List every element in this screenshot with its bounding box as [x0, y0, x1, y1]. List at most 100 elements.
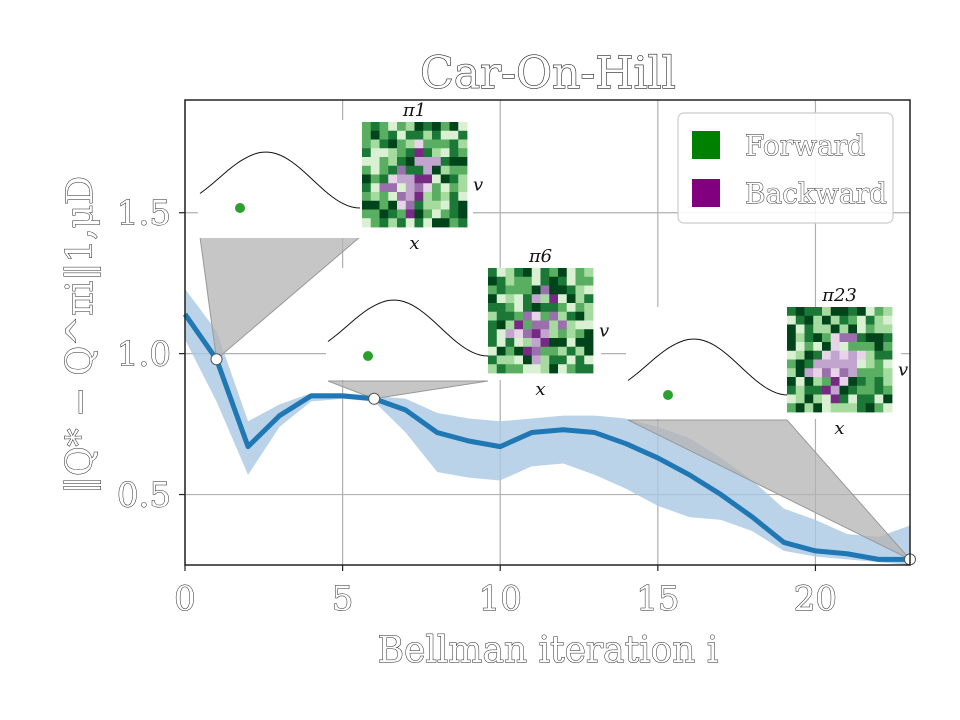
heatmap-cell — [787, 342, 797, 352]
heatmap-cell — [839, 350, 849, 360]
heatmap-cell — [813, 333, 823, 343]
heatmap-cell — [575, 320, 585, 330]
heatmap-cell — [440, 192, 450, 202]
heatmap-cell — [787, 385, 797, 395]
inset-3: π23 x v — [626, 285, 908, 439]
heatmap-cell — [531, 346, 541, 356]
heatmap-cell — [458, 130, 468, 140]
heatmap-cell — [540, 329, 550, 339]
heatmap-cell — [830, 368, 840, 378]
heatmap-cell — [531, 320, 541, 330]
heatmap-cell — [813, 377, 823, 387]
heatmap-cell — [584, 338, 594, 348]
heatmap-cell — [830, 307, 840, 317]
heatmap-cell — [496, 364, 506, 374]
confidence-band — [185, 288, 910, 565]
legend-swatch-0 — [692, 131, 720, 159]
heatmap-cell — [584, 294, 594, 304]
policy-insets: π1 x v π6 x v π23 x v — [198, 100, 908, 439]
heatmap-cell — [575, 346, 585, 356]
heatmap-cell — [787, 324, 797, 334]
heatmap-cell — [575, 268, 585, 278]
heatmap-cell — [370, 148, 380, 158]
heatmap-cell — [388, 165, 398, 175]
car-marker — [235, 203, 245, 213]
heatmap-cell — [804, 315, 814, 325]
heatmap-cell — [523, 364, 533, 374]
heatmap-cell — [787, 359, 797, 369]
heatmap-cell — [505, 338, 515, 348]
heatmap-cell — [397, 183, 407, 193]
heatmap-cell — [523, 320, 533, 330]
heatmap-cell — [370, 130, 380, 140]
heatmap-cell — [488, 364, 498, 374]
heatmap-cell — [414, 130, 424, 140]
heatmap-cell — [822, 307, 832, 317]
heatmap-cell — [822, 377, 832, 387]
heatmap-cell — [566, 294, 576, 304]
legend-label-1: Backward — [745, 177, 887, 210]
heatmap-cell — [458, 183, 468, 193]
heatmap-cell — [449, 122, 459, 132]
heatmap-cell — [440, 183, 450, 193]
heatmap-cell — [575, 311, 585, 321]
x-tick-label-0: 0 — [174, 579, 196, 619]
heatmap-cell — [440, 130, 450, 140]
heatmap-cell — [458, 192, 468, 202]
heatmap-cell — [883, 377, 893, 387]
heatmap-cell — [813, 350, 823, 360]
heatmap-cell — [804, 385, 814, 395]
heatmap-cell — [839, 342, 849, 352]
inset-v-label: v — [473, 175, 483, 196]
heatmap-cell — [514, 303, 524, 313]
heatmap-cell — [848, 307, 858, 317]
heatmap-cell — [440, 122, 450, 132]
heatmap-cell — [804, 350, 814, 360]
heatmap-cell — [566, 303, 576, 313]
heatmap-cell — [388, 192, 398, 202]
heatmap-cell — [795, 324, 805, 334]
heatmap-cell — [505, 364, 515, 374]
x-ticks: 0 5 10 15 20 — [174, 565, 838, 620]
heatmap-cell — [379, 192, 389, 202]
heatmap-cell — [405, 200, 415, 210]
heatmap-cell — [414, 165, 424, 175]
heatmap-cell — [848, 324, 858, 334]
heatmap-cell — [865, 403, 875, 413]
heatmap-cell — [804, 403, 814, 413]
heatmap-cell — [432, 174, 442, 184]
heatmap-cell — [804, 333, 814, 343]
heatmap-cell — [813, 307, 823, 317]
heatmap-cell — [423, 122, 433, 132]
heatmap-cell — [540, 285, 550, 295]
heatmap-cell — [496, 268, 506, 278]
heatmap-cell — [432, 183, 442, 193]
heatmap-cell — [388, 174, 398, 184]
heatmap-cell — [423, 148, 433, 158]
heatmap-cell — [414, 183, 424, 193]
heatmap-cell — [505, 311, 515, 321]
heatmap-cell — [397, 130, 407, 140]
heatmap-cell — [440, 200, 450, 210]
heatmap-cell — [440, 174, 450, 184]
heatmap-cell — [370, 209, 380, 219]
hill-curve — [627, 338, 789, 396]
highlight-point-0 — [210, 353, 223, 366]
heatmap-cell — [874, 394, 884, 404]
heatmap-cell — [848, 377, 858, 387]
heatmap-cell — [523, 276, 533, 286]
heatmap-cell — [432, 122, 442, 132]
heatmap-cell — [379, 209, 389, 219]
callout-3 — [627, 419, 911, 560]
heatmap-cell — [857, 368, 867, 378]
heatmap-cell — [830, 394, 840, 404]
heatmap-cell — [584, 355, 594, 365]
heatmap-cell — [362, 148, 372, 158]
legend-box — [677, 112, 894, 224]
heatmap-cell — [839, 403, 849, 413]
heatmap-cell — [830, 350, 840, 360]
heatmap-cell — [584, 320, 594, 330]
inset-x-label: x — [535, 379, 545, 400]
heatmap-cell — [379, 130, 389, 140]
highlight-points — [210, 353, 916, 566]
